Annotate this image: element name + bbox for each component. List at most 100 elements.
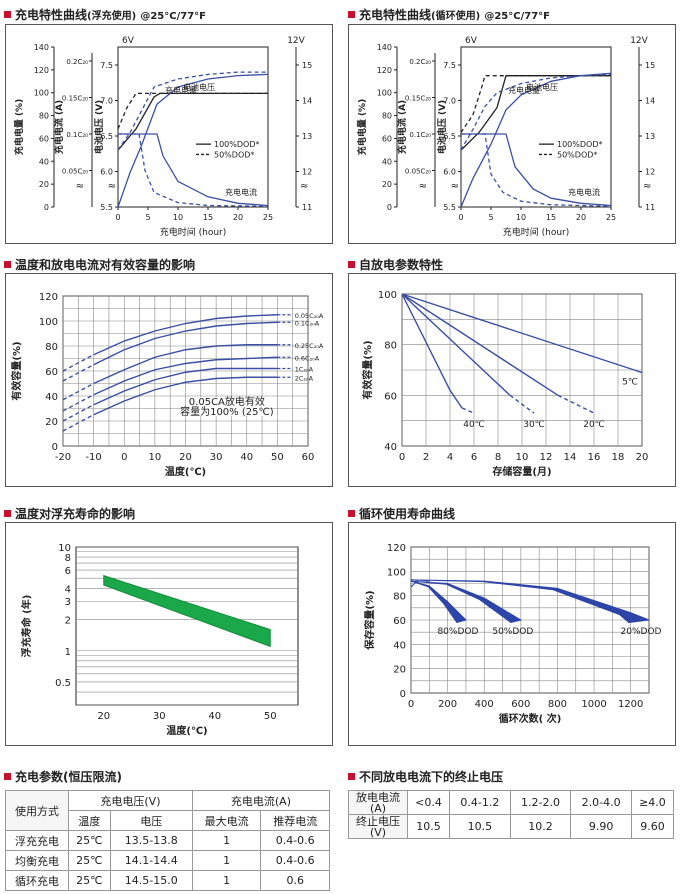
series-label: 0.6C₂₀A <box>295 354 320 362</box>
cell-voltage: 9.90 <box>570 814 632 839</box>
y-tick-label: 14 <box>302 97 312 106</box>
x-tick-label: 50 <box>264 711 277 722</box>
y-tick-label: 7.5 <box>100 61 113 70</box>
y-axis-label-voltage: 电池电压 (V) <box>93 100 105 154</box>
axis-break-icon: ≈ <box>419 181 427 192</box>
bullet-icon <box>348 510 355 517</box>
cell-current: 0.4-1.2 <box>449 790 511 815</box>
x-tick-label: 800 <box>548 699 567 710</box>
y-tick-label: 40 <box>382 157 392 166</box>
table-row: 放电电流 (A) <0.4 0.4-1.2 1.2-2.0 2.0-4.0 ≥4.… <box>348 790 675 815</box>
series-line-extrapolated <box>461 407 475 414</box>
bullet-icon <box>4 510 11 517</box>
th-volt: 电压 <box>109 810 193 831</box>
y-tick-label: 40 <box>45 392 58 403</box>
c3-panel: -20 -10 0 10 20 30 40 50 60 0 20 40 60 80 100 120 温度(℃) 有… <box>5 273 333 487</box>
x-tick-label: 25 <box>263 213 273 222</box>
series-line-extrapolated <box>557 394 595 414</box>
y-tick-label: 100 <box>34 89 49 98</box>
series-label: 20%DOD <box>621 627 662 637</box>
curve-label-capacity: 充电电量 <box>165 85 197 95</box>
table-row: 终止电压 (V) 10.5 10.5 10.2 9.90 9.60 <box>348 814 675 839</box>
cell-voltage: 10.5 <box>406 814 451 839</box>
axis-break-icon: ≈ <box>643 181 651 192</box>
y-tick-label: 60 <box>384 391 397 402</box>
bullet-icon <box>348 11 355 18</box>
y-tick-label: 6 <box>65 566 71 577</box>
cycle-band <box>410 579 650 623</box>
legend-label: 50%DOD* <box>214 150 254 159</box>
c4-panel: 0 2 4 6 8 10 12 14 16 18 20 40 60 80 100 存储容量(月) 有效容量(%)… <box>348 273 676 487</box>
cycle-band <box>410 580 523 623</box>
y-tick-label: 80 <box>393 592 406 603</box>
y-tick-label: 0.15C₂₀ <box>62 95 88 103</box>
y-tick-label: 6.0 <box>443 168 456 177</box>
charge-float-chart: 0 5 10 15 20 25 充电时间 (hour) 0 20 40 60 80 100 120 140 0… <box>13 36 312 238</box>
x-tick-label: 200 <box>438 699 457 710</box>
bullet-icon <box>348 773 355 780</box>
y-tick-label: 20 <box>39 180 49 189</box>
y-tick-label: 60 <box>393 616 406 627</box>
x-tick-label: 60 <box>302 452 315 463</box>
y-tick-label: 0.05C₂₀ <box>405 168 431 176</box>
bullet-icon <box>348 261 355 268</box>
x-tick-label: 1000 <box>581 699 606 710</box>
top-label-6v: 6V <box>465 36 478 46</box>
x-axis-label: 存储容量(月) <box>492 465 551 478</box>
th-current: 放电电流 (A) <box>348 790 408 815</box>
y-tick-label: 120 <box>377 66 392 75</box>
x-tick-label: 5 <box>145 213 150 222</box>
axis-break-icon: ≈ <box>451 181 459 192</box>
y-tick-label: 120 <box>387 543 406 554</box>
series-line-extrapolated <box>62 354 94 372</box>
y-tick-label: 20 <box>393 665 406 676</box>
th-mode: 使用方式 <box>5 790 69 831</box>
cycle-band <box>410 580 467 624</box>
annotation-bg <box>188 397 266 416</box>
x-tick-label: 18 <box>612 452 625 463</box>
series-label: 5℃ <box>622 378 638 388</box>
x-tick-label: -20 <box>55 452 71 463</box>
y-tick-label: 120 <box>39 292 58 303</box>
series-line <box>460 75 611 133</box>
x-tick-label: 10 <box>149 452 162 463</box>
cell-current: ≥4.0 <box>630 790 675 815</box>
series-line-extrapolated <box>62 382 94 401</box>
y-tick-label: 13 <box>645 132 655 141</box>
cell-rec: 0.4-0.6 <box>260 830 330 851</box>
y-tick-label: 80 <box>382 112 392 121</box>
top-label-6v: 6V <box>122 36 135 46</box>
y-axis-label-voltage: 电池电压 (V) <box>436 100 448 154</box>
y-tick-label: 80 <box>384 341 397 352</box>
cell-voltage: 10.2 <box>509 814 572 839</box>
y-tick-label: 6.5 <box>443 132 456 141</box>
y-tick-label: 20 <box>382 180 392 189</box>
curve-label-current: 充电电流 <box>225 187 257 197</box>
series-line-extrapolated <box>62 394 94 412</box>
y-tick-label: 100 <box>39 317 58 328</box>
y-tick-label: 40 <box>384 442 397 453</box>
cell-rec: 0.6 <box>260 870 330 891</box>
c6-panel: 0 200 400 600 800 1000 1200 0 20 40 60 80 100 120 循环次数… <box>348 522 676 746</box>
x-tick-label: 40 <box>240 452 253 463</box>
x-tick-label: 4 <box>447 452 453 463</box>
y-tick-label: 12 <box>645 168 655 177</box>
y-axis-label: 有效容量(%) <box>10 341 23 400</box>
x-tick-label: 20 <box>636 452 649 463</box>
y-tick-label: 0 <box>400 689 406 700</box>
y-tick-label: 15 <box>302 61 312 70</box>
charge-params-table: 使用方式 充电电压(V) 充电电流(A) 温度 电压 最大电流 推荐电流 浮充充… <box>5 790 331 891</box>
cell-current: 2.0-4.0 <box>570 790 632 815</box>
x-tick-label: 0 <box>399 452 405 463</box>
y-tick-label: 120 <box>34 66 49 75</box>
series-line <box>117 73 269 208</box>
cell-max: 1 <box>191 830 262 851</box>
y-tick-label: 5.5 <box>443 203 456 212</box>
y-tick-label: 7.0 <box>100 97 113 106</box>
initial-curve <box>410 579 430 588</box>
plot-frame <box>75 546 299 706</box>
x-tick-label: 12 <box>540 452 553 463</box>
series-line <box>460 75 611 151</box>
y-axis-label-percent: 充电电量 (%) <box>356 99 368 155</box>
cell-temp: 25℃ <box>68 830 111 851</box>
